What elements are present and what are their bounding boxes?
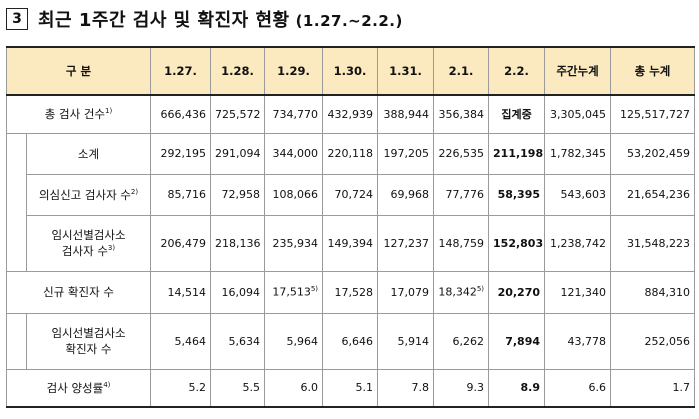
cell: 16,094: [210, 270, 266, 314]
cell: 543,603: [544, 173, 612, 216]
cell: 5.5: [210, 368, 266, 408]
cell: 344,000: [264, 132, 324, 175]
cell: 291,094: [210, 132, 266, 175]
cell: 388,944: [377, 94, 435, 134]
table-row: 검사 양성률4) 5.2 5.5 6.0 5.1 7.8 9.3 8.9 6.6…: [5, 368, 696, 408]
cell: 197,205: [377, 132, 435, 175]
cell: 5,634: [210, 312, 266, 370]
cell: 1,782,345: [544, 132, 612, 175]
table-row: 임시선별검사소 확진자 수 5,464 5,634 5,964 6,646 5,9…: [6, 312, 696, 370]
cell: 6.6: [544, 368, 612, 408]
cell: 725,572: [210, 94, 266, 134]
cell: 77,776: [433, 173, 490, 216]
row-label: 소계: [25, 132, 152, 175]
cell: 집계중: [488, 94, 546, 134]
title-text: 최근 1주간 검사 및 확진자 현황 (1.27.~2.2.): [38, 6, 403, 32]
cell: 252,056: [610, 312, 696, 370]
cell: 85,716: [150, 173, 212, 216]
cell: 666,436: [150, 94, 212, 134]
cell: 7,894: [488, 312, 546, 370]
row-label: 총 검사 건수1): [5, 94, 152, 134]
cell: 211,198: [488, 132, 546, 175]
cell: 17,5135): [264, 270, 324, 314]
cell: 7.8: [377, 368, 435, 408]
cell: 70,724: [322, 173, 379, 216]
cell: 6,646: [322, 312, 379, 370]
title-main: 최근 1주간 검사 및 확진자 현황: [38, 10, 290, 31]
table-row: 임시선별검사소 검사자 수3) 206,479 218,136 235,934 1…: [7, 214, 696, 272]
row-label: 의심신고 검사자 수2): [25, 173, 152, 216]
cell: 1,238,742: [544, 214, 612, 272]
cell: 3,305,045: [544, 94, 612, 134]
cell: 5,914: [377, 312, 435, 370]
row-label: 임시선별검사소 검사자 수3): [25, 214, 152, 272]
section-number-box: 3: [6, 8, 28, 30]
header-col: 1.27.: [150, 46, 212, 96]
header-col: 주간누계: [544, 46, 612, 96]
cell: 31,548,223: [610, 214, 696, 272]
cell: 5.1: [322, 368, 379, 408]
header-category: 구 분: [5, 46, 152, 96]
cell: 17,079: [377, 270, 435, 314]
cell: 1.7: [610, 368, 696, 408]
cell: 734,770: [264, 94, 324, 134]
cell: 206,479: [150, 214, 212, 272]
cell: 148,759: [433, 214, 490, 272]
cell: 5,964: [264, 312, 324, 370]
indent-cell: [6, 132, 27, 272]
cell: 20,270: [488, 270, 546, 314]
row-label: 신규 확진자 수: [5, 270, 152, 314]
cell: 121,340: [544, 270, 612, 314]
cell: 58,395: [488, 173, 546, 216]
cell: 884,310: [610, 270, 696, 314]
header-col: 2.1.: [433, 46, 490, 96]
cell: 43,778: [544, 312, 612, 370]
row-label: 임시선별검사소 확진자 수: [25, 312, 152, 370]
cell: 235,934: [264, 214, 324, 272]
cell: 292,195: [150, 132, 212, 175]
header-col: 1.29.: [264, 46, 324, 96]
cell: 6,262: [433, 312, 490, 370]
cell: 72,958: [210, 173, 266, 216]
header-col: 1.30.: [322, 46, 379, 96]
title-date-range: (1.27.~2.2.): [295, 12, 403, 30]
testing-stats-table: 구 분 1.27. 1.28. 1.29. 1.30. 1.31. 2.1. 2…: [5, 46, 696, 408]
header-col: 1.28.: [210, 46, 266, 96]
indent-cell: [6, 312, 27, 370]
table-row: 소계 292,195 291,094 344,000 220,118 197,2…: [6, 132, 696, 272]
cell: 14,514: [150, 270, 212, 314]
page-title: 3 최근 1주간 검사 및 확진자 현황 (1.27.~2.2.): [6, 6, 403, 32]
cell: 127,237: [377, 214, 435, 272]
cell: 21,654,236: [610, 173, 696, 216]
header-col: 1.31.: [377, 46, 435, 96]
cell: 152,803: [488, 214, 546, 272]
cell: 17,528: [322, 270, 379, 314]
cell: 5.2: [150, 368, 212, 408]
header-col: 총 누계: [610, 46, 696, 96]
cell: 69,968: [377, 173, 435, 216]
cell: 432,939: [322, 94, 379, 134]
cell: 125,517,727: [610, 94, 696, 134]
cell: 9.3: [433, 368, 490, 408]
cell: 8.9: [488, 368, 546, 408]
cell: 226,535: [433, 132, 490, 175]
cell: 6.0: [264, 368, 324, 408]
cell: 18,3425): [433, 270, 490, 314]
cell: 108,066: [264, 173, 324, 216]
table-row: 의심신고 검사자 수2) 85,716 72,958 108,066 70,72…: [7, 173, 696, 216]
table-row: 신규 확진자 수 14,514 16,094 17,5135) 17,528 1…: [5, 270, 696, 314]
cell: 53,202,459: [610, 132, 696, 175]
header-col: 2.2.: [488, 46, 546, 96]
cell: 149,394: [322, 214, 379, 272]
cell: 356,384: [433, 94, 490, 134]
table-row: 총 검사 건수1) 666,436 725,572 734,770 432,93…: [5, 94, 696, 134]
row-label: 검사 양성률4): [5, 368, 152, 408]
cell: 218,136: [210, 214, 266, 272]
cell: 5,464: [150, 312, 212, 370]
cell: 220,118: [322, 132, 379, 175]
header-row: 구 분 1.27. 1.28. 1.29. 1.30. 1.31. 2.1. 2…: [5, 46, 696, 96]
